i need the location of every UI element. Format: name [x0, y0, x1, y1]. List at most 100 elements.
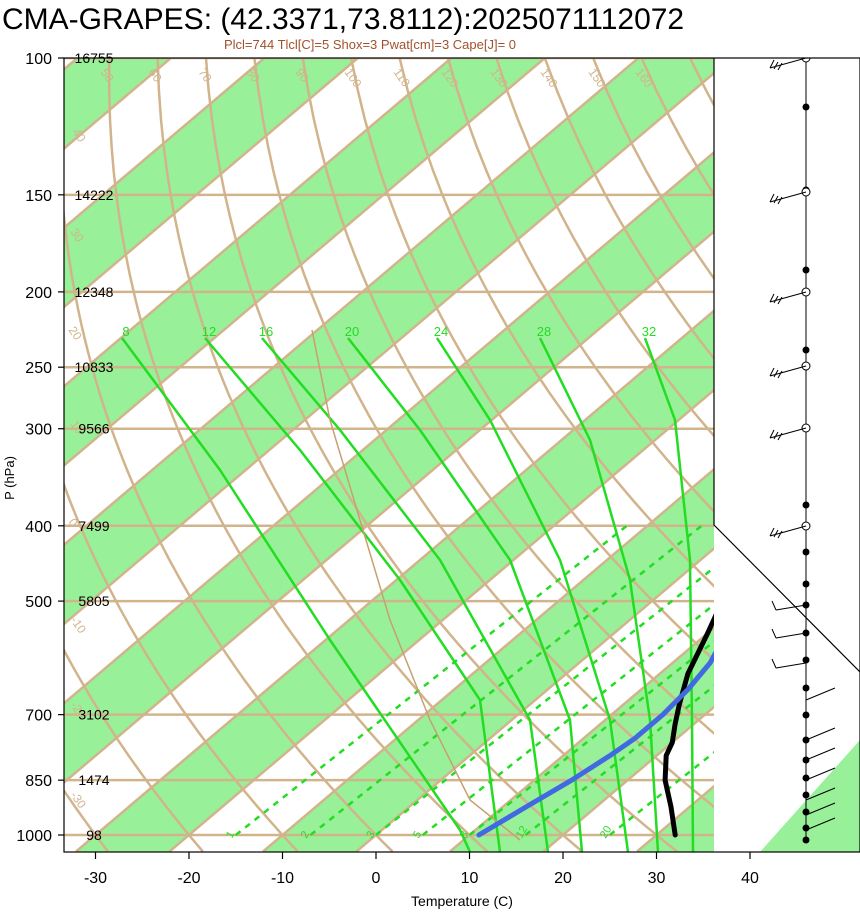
x-tick-label: 20: [554, 870, 572, 887]
moist-adiabat-label: 8: [122, 324, 129, 339]
moist-adiabat: [347, 337, 584, 852]
wind-level-dot: [802, 501, 810, 509]
isotherm-line: [168, 264, 860, 852]
wind-barb: [805, 787, 836, 801]
mixing-ratio-label: 1: [224, 829, 237, 840]
moist-adiabat-label: 28: [537, 324, 551, 339]
x-tick-label: 0: [372, 870, 381, 887]
y-tick-label: 250: [25, 360, 52, 377]
dry-adiabat: [64, 204, 394, 852]
mixing-ratio-label: 20: [598, 824, 615, 841]
wind-barb: [805, 747, 836, 761]
height-label: 14222: [75, 187, 114, 203]
dry-adiabat: [64, 647, 204, 852]
dry-adiabat: [253, 58, 773, 852]
wind-level-dot: [802, 266, 810, 274]
wind-barb: [771, 600, 807, 611]
wind-level-dot: [802, 836, 810, 844]
height-label: 12348: [75, 284, 114, 300]
plot-area: 50 60 70 80 90 100 110 120 130 140 150 160403020100…: [64, 58, 860, 852]
isotherm-line: [64, 58, 733, 626]
isotherm-line: [64, 58, 359, 309]
wind-barb: [805, 817, 836, 831]
dry-adiabat: [495, 58, 860, 584]
wind-barb: [805, 767, 836, 781]
wind-level-dot: [802, 548, 810, 556]
x-tick-label: 10: [461, 870, 479, 887]
mixing-ratio-label: 2: [299, 829, 312, 840]
moist-adiabat: [435, 337, 630, 852]
chart-subtitle: Plcl=744 Tlcl[C]=5 Shox=3 Pwat[cm]=3 Cap…: [224, 37, 516, 52]
y-tick-label: 300: [25, 422, 52, 439]
height-label: 7499: [78, 518, 109, 534]
moist-adiabat: [204, 337, 502, 852]
x-tick-label: -10: [271, 870, 294, 887]
mixing-ratio-label: 5: [411, 829, 424, 840]
wind-barb: [769, 191, 807, 205]
mixing-ratio-label: 8: [458, 829, 471, 840]
wind-barb: [805, 727, 836, 741]
mixing-ratio-lines: 1 2 3 5 8 12 20: [224, 524, 860, 841]
isotherm-line: [64, 58, 266, 230]
wind-barb: [769, 291, 807, 305]
y-tick-label: 400: [25, 519, 52, 536]
isotherm-line: [64, 58, 640, 547]
mixing-ratio-label: 12: [514, 824, 531, 841]
height-label: 5805: [78, 593, 109, 609]
y-tick-label: 700: [25, 708, 52, 725]
wind-level-dot: [802, 580, 810, 588]
wind-level-dot: [802, 346, 810, 354]
dry-adiabat: [107, 58, 489, 852]
dry-adiabat: [204, 58, 678, 852]
moist-adiabat-label: 24: [434, 324, 448, 339]
y-tick-label: 200: [25, 285, 52, 302]
isotherm-line: [449, 502, 860, 852]
height-label: 1474: [78, 772, 109, 788]
height-label: 98: [86, 827, 102, 843]
moist-adiabat: [120, 337, 472, 852]
wind-panel: [713, 58, 860, 852]
moist-adiabat-label: 16: [259, 324, 273, 339]
chart-title: CMA-GRAPES: (42.3371,73.8112):2025071112…: [2, 3, 684, 36]
moist-adiabat-label: 32: [642, 324, 656, 339]
x-tick-label: -30: [84, 870, 107, 887]
x-axis-label: Temperature (C): [411, 893, 513, 909]
y-tick-label: 100: [25, 51, 52, 68]
moist-adiabat: [538, 337, 660, 852]
height-label: 9566: [78, 421, 109, 437]
wind-barb: [769, 525, 807, 539]
height-label: 16755: [75, 50, 114, 66]
isotherm-line: [64, 58, 827, 705]
moist-adiabat-label: 12: [202, 324, 216, 339]
wind-barb: [769, 427, 807, 441]
wind-level-dot: [802, 791, 810, 799]
wind-barb: [771, 628, 807, 639]
parcel-line: [311, 329, 521, 841]
y-tick-label: 150: [25, 188, 52, 205]
wind-level-dot: [802, 711, 810, 719]
wind-level-dot: [802, 824, 810, 832]
moist-adiabat: [261, 337, 550, 852]
wind-barb: [805, 687, 836, 701]
moist-adiabat-label: 20: [345, 324, 359, 339]
moist-adiabats: 8 12 16 20 24 28 32: [120, 324, 695, 852]
parcel-path: [311, 329, 521, 841]
wind-barb: [771, 658, 807, 669]
height-label: 10833: [75, 359, 114, 375]
mixing-ratio-label: 3: [364, 829, 377, 840]
height-label: 3102: [78, 707, 109, 723]
wind-panel-border: [713, 58, 860, 673]
x-tick-label: -20: [177, 870, 200, 887]
dry-adiabat: [64, 481, 299, 852]
x-tick-label: 30: [648, 870, 666, 887]
isotherm-line: [64, 58, 453, 388]
x-tick-label: 40: [741, 870, 759, 887]
wind-level-dot: [802, 774, 810, 782]
isotherm-line: [64, 58, 546, 468]
wind-barb: [805, 802, 836, 816]
moist-adiabat: [643, 337, 695, 852]
y-tick-label: 1000: [16, 828, 52, 845]
y-axis-label: P (hPa): [2, 456, 17, 500]
